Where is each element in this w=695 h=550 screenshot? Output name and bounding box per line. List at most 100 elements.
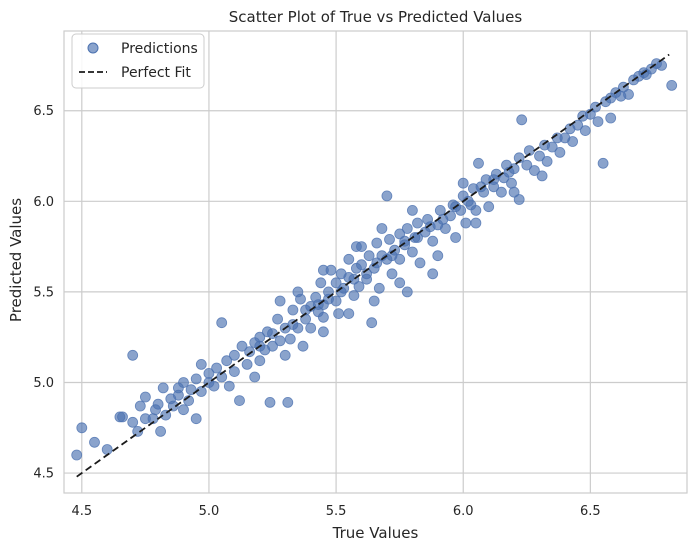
data-point [356, 259, 367, 271]
data-point [373, 282, 385, 294]
data-point [457, 177, 469, 189]
data-point [292, 286, 304, 298]
data-point [437, 213, 449, 225]
x-tick-label: 6.5 [580, 504, 601, 519]
y-axis-label: Predicted Values [7, 198, 25, 322]
data-point [546, 141, 558, 153]
plot-border [63, 30, 688, 494]
data-point [666, 80, 678, 91]
data-point [330, 277, 342, 289]
data-point [513, 152, 525, 164]
data-point [134, 400, 146, 412]
x-axis-label: True Values [332, 524, 419, 542]
data-point [228, 349, 240, 361]
data-point [317, 311, 329, 323]
y-tick-label: 4.5 [33, 467, 54, 482]
legend-label-perfect-fit: Perfect Fit [121, 65, 191, 81]
data-point [597, 157, 609, 169]
y-tick-label: 5.5 [33, 285, 54, 300]
data-point [529, 165, 540, 176]
data-point [394, 228, 406, 240]
data-point [208, 380, 220, 392]
data-point [152, 398, 164, 410]
data-point [195, 358, 207, 370]
data-point [592, 116, 604, 127]
data-point [287, 319, 299, 330]
data-point [401, 286, 413, 298]
data-point [185, 384, 197, 396]
data-point [178, 404, 189, 416]
data-point [353, 281, 365, 292]
data-point [483, 201, 495, 213]
data-point [343, 308, 355, 320]
data-point [71, 449, 83, 461]
data-point [412, 217, 423, 229]
data-point [279, 349, 291, 361]
chart-title: Scatter Plot of True vs Predicted Values [229, 8, 523, 26]
data-point [366, 317, 378, 329]
data-point [178, 377, 189, 388]
y-tick-label: 6.5 [33, 104, 54, 119]
data-point [190, 373, 202, 385]
data-point [317, 264, 329, 276]
perfect-fit-line [76, 53, 670, 478]
data-point [157, 382, 169, 394]
data-point [274, 335, 286, 347]
data-point [450, 232, 462, 243]
data-point [536, 170, 548, 182]
data-point [241, 358, 253, 370]
data-point [554, 146, 566, 158]
data-point [470, 217, 482, 229]
data-point [127, 349, 139, 361]
prediction-points [71, 58, 678, 461]
data-point [272, 313, 284, 325]
x-tick-label: 4.5 [71, 504, 92, 519]
data-point [155, 425, 167, 437]
data-point [516, 114, 528, 126]
legend-marker-predictions [87, 42, 99, 54]
data-point [406, 246, 418, 258]
data-point [401, 223, 413, 234]
x-tick-label: 6.0 [453, 504, 474, 519]
data-point [386, 268, 398, 280]
data-point [139, 391, 151, 403]
data-point [203, 367, 215, 379]
data-point [623, 89, 634, 100]
data-point [605, 112, 617, 124]
data-point [384, 233, 395, 245]
plot-frame [63, 30, 688, 494]
data-point [284, 333, 296, 345]
data-point [394, 277, 406, 289]
data-point [343, 253, 355, 265]
data-point [228, 366, 240, 378]
data-point [76, 422, 88, 434]
data-point [439, 223, 451, 234]
data-point [297, 340, 309, 352]
data-point [282, 396, 294, 408]
data-point [333, 308, 345, 320]
data-point [427, 268, 439, 280]
data-point [414, 257, 426, 269]
data-point [513, 194, 525, 205]
data-point [363, 250, 375, 262]
perfect-fit-line-layer [76, 53, 670, 478]
data-point [579, 125, 591, 137]
data-point [264, 396, 276, 408]
data-point [475, 181, 487, 193]
x-tick-label: 5.0 [199, 504, 220, 519]
data-point [348, 290, 360, 301]
data-point [460, 217, 472, 229]
data-point [315, 277, 327, 289]
data-point [567, 136, 578, 147]
data-point [305, 322, 317, 334]
y-tick-labels: 4.5 5.0 5.5 6.0 6.5 [33, 104, 54, 481]
data-point [132, 425, 144, 437]
legend: Predictions Perfect Fit [71, 33, 205, 89]
data-point [267, 340, 278, 352]
data-point [368, 295, 380, 307]
data-point [376, 223, 388, 234]
grid-lines [64, 31, 687, 493]
data-point [432, 250, 444, 262]
data-point [211, 362, 223, 374]
data-point [249, 371, 261, 383]
